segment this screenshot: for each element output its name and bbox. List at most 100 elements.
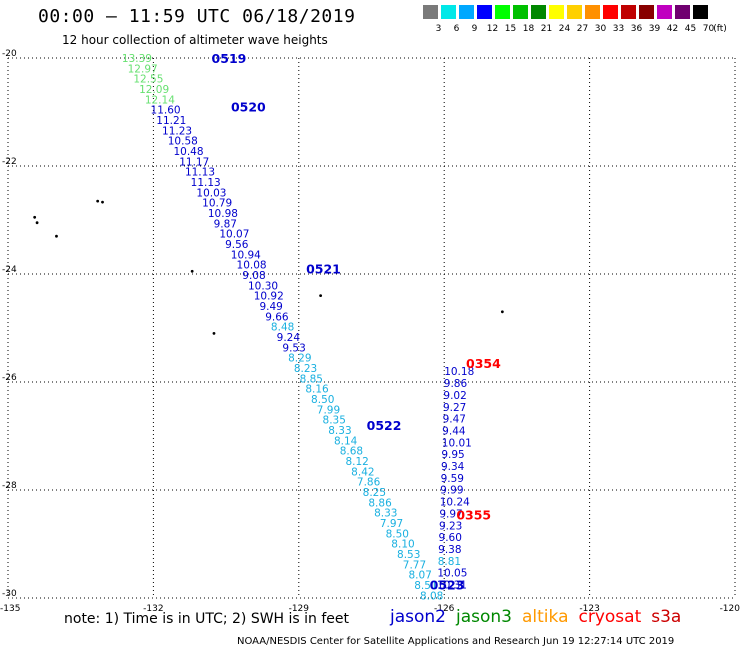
latitude-tick-label: -26 bbox=[2, 373, 17, 383]
swh-value-label: 8.81 bbox=[438, 556, 461, 568]
swh-value-label: 8.51 bbox=[414, 580, 437, 592]
legend-swatch bbox=[584, 4, 601, 20]
swh-value-label: 9.23 bbox=[439, 520, 462, 532]
island-dot bbox=[96, 199, 100, 203]
swh-value-label: 9.59 bbox=[441, 473, 464, 485]
legend-swatch-label: 70 bbox=[702, 24, 715, 34]
swh-value-label: 8.42 bbox=[351, 466, 374, 478]
swh-value-label: 10.03 bbox=[196, 187, 226, 199]
swh-value-label: 13.39 bbox=[122, 53, 152, 65]
longitude-tick-label: -132 bbox=[143, 604, 163, 614]
satellite-name-jason2: jason2 bbox=[390, 607, 446, 627]
swh-value-label: 9.27 bbox=[443, 402, 466, 414]
swh-value-label: 9.86 bbox=[444, 378, 468, 390]
island-dot bbox=[35, 221, 39, 225]
latitude-tick-label: -20 bbox=[2, 49, 17, 59]
swh-value-label: 9.24 bbox=[277, 332, 301, 344]
swh-value-label: 10.92 bbox=[254, 291, 284, 303]
legend-swatch-label: 21 bbox=[540, 24, 553, 34]
swh-value-label: 9.08 bbox=[242, 270, 265, 282]
swh-value-label: 10.31 bbox=[437, 580, 467, 592]
swh-value-label: 9.56 bbox=[225, 239, 249, 251]
legend-swatch-label: 30 bbox=[594, 24, 607, 34]
satellite-name-jason3: jason3 bbox=[456, 607, 512, 627]
swh-value-label: 11.13 bbox=[191, 177, 221, 189]
swh-value-label: 7.99 bbox=[317, 404, 340, 416]
swh-value-label: 10.24 bbox=[440, 497, 470, 509]
page-subtitle: 12 hour collection of altimeter wave hei… bbox=[62, 33, 328, 47]
island-dot bbox=[101, 200, 104, 204]
island-dot bbox=[190, 269, 194, 273]
legend-swatch bbox=[566, 4, 583, 20]
credit-line: NOAA/NESDIS Center for Satellite Applica… bbox=[237, 636, 675, 647]
swh-value-label: 9.60 bbox=[439, 532, 462, 544]
legend-swatch-label: 6 bbox=[453, 24, 460, 34]
swh-value-label: 12.97 bbox=[128, 63, 158, 75]
swh-value-label: 10.01 bbox=[442, 437, 472, 449]
swh-value-label: 8.33 bbox=[328, 425, 351, 437]
legend-swatch bbox=[530, 4, 547, 20]
legend-swatch bbox=[422, 4, 439, 20]
swh-value-label: 9.02 bbox=[443, 390, 466, 402]
swh-value-label: 8.68 bbox=[340, 446, 363, 458]
satellite-name-s3a: s3a bbox=[651, 607, 682, 627]
swh-value-label: 8.08 bbox=[420, 590, 443, 602]
pass-time-label: 0354 bbox=[466, 356, 501, 371]
legend-swatch-label: 27 bbox=[576, 24, 589, 34]
swh-value-label: 8.12 bbox=[345, 456, 368, 468]
legend-swatch bbox=[548, 4, 565, 20]
footer-note: note: 1) Time is in UTC; 2) SWH is in fe… bbox=[64, 611, 350, 627]
satellite-name-cryosat: cryosat bbox=[578, 607, 642, 627]
island-dot bbox=[33, 215, 37, 219]
satellite-name-altika: altika bbox=[522, 607, 569, 627]
swh-value-label: 11.60 bbox=[151, 105, 181, 117]
swh-value-label: 10.30 bbox=[248, 280, 278, 292]
swh-value-label: 8.16 bbox=[305, 384, 329, 396]
legend-swatch-label: 18 bbox=[522, 24, 535, 34]
legend-swatch bbox=[692, 4, 709, 20]
swh-value-label: 12.14 bbox=[145, 94, 175, 106]
swh-value-label: 9.44 bbox=[442, 425, 466, 437]
pass-time-label: 0520 bbox=[231, 100, 266, 115]
legend-unit: (ft) bbox=[713, 24, 727, 34]
legend-swatch-label: 45 bbox=[684, 24, 697, 34]
legend-swatch-label: 3 bbox=[435, 24, 442, 34]
swh-value-label: 9.34 bbox=[441, 461, 465, 473]
swh-value-label: 11.17 bbox=[179, 156, 209, 168]
swh-value-label: 8.50 bbox=[386, 528, 409, 540]
swh-value-label: 9.53 bbox=[282, 342, 305, 354]
swh-value-label: 9.99 bbox=[440, 485, 463, 497]
swh-value-label: 7.97 bbox=[380, 518, 403, 530]
legend-swatch bbox=[674, 4, 691, 20]
swh-value-label: 10.07 bbox=[219, 229, 249, 241]
latitude-tick-label: -24 bbox=[2, 265, 17, 275]
legend-swatch-label: 9 bbox=[471, 24, 478, 34]
swh-value-label: 8.50 bbox=[311, 394, 334, 406]
swh-value-label: 9.66 bbox=[265, 311, 289, 323]
longitude-tick-label: -120 bbox=[720, 604, 740, 614]
longitude-tick-label: -129 bbox=[289, 604, 310, 614]
swh-value-label: 9.95 bbox=[441, 449, 464, 461]
legend-swatch-label: 42 bbox=[666, 24, 679, 34]
swh-value-label: 10.98 bbox=[208, 208, 238, 220]
page-title: 00:00 – 11:59 UTC 06/18/2019 bbox=[38, 6, 356, 27]
satellite-legend: jason2 jason3 altika cryosat s3a bbox=[390, 607, 691, 627]
swh-value-label: 11.23 bbox=[162, 125, 192, 137]
swh-value-label: 10.94 bbox=[231, 249, 261, 261]
legend-swatch-label: 33 bbox=[612, 24, 625, 34]
longitude-tick-label: -123 bbox=[579, 604, 599, 614]
swh-value-label: 8.33 bbox=[374, 508, 397, 520]
island-dot bbox=[212, 332, 216, 335]
legend-swatch bbox=[476, 4, 493, 20]
swh-value-label: 8.53 bbox=[397, 549, 420, 561]
swh-value-label: 8.48 bbox=[271, 322, 294, 334]
legend-swatch bbox=[440, 4, 457, 20]
swh-value-label: 10.08 bbox=[237, 260, 267, 272]
latitude-tick-label: -22 bbox=[2, 157, 17, 167]
legend-swatch bbox=[458, 4, 475, 20]
island-dot bbox=[55, 234, 58, 238]
legend-swatch-label: 39 bbox=[648, 24, 661, 34]
legend-swatch bbox=[512, 4, 529, 20]
swh-value-label: 8.10 bbox=[391, 539, 414, 551]
